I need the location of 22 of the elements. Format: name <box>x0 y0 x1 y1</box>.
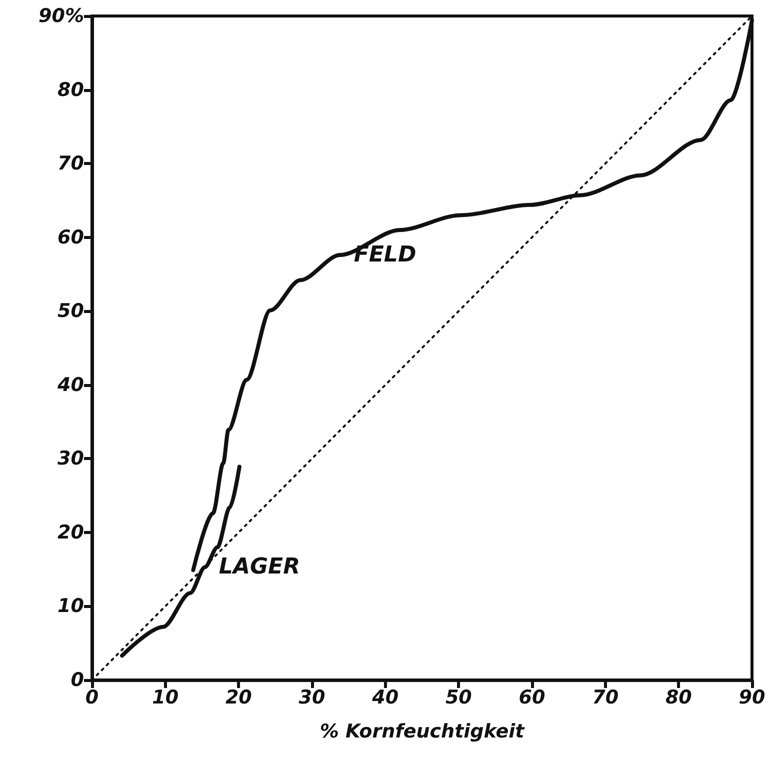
x-tick-label: 40 <box>371 686 399 708</box>
x-tick-label: 0 <box>85 686 99 708</box>
y-tick-label: 70 <box>58 152 84 175</box>
y-tick-label: 10 <box>58 595 84 618</box>
x-axis-title: % Kornfeuchtigkeit <box>320 720 526 742</box>
y-tick-label: 50 <box>58 300 84 322</box>
x-tick-label: 50 <box>445 686 472 708</box>
x-tick-label: 70 <box>592 686 619 708</box>
x-tick-label: 60 <box>518 686 546 708</box>
y-tick-label: 60 <box>58 226 84 248</box>
x-tick-label: 80 <box>665 686 692 708</box>
x-tick-label: 30 <box>298 686 326 708</box>
y-tick-label: 20 <box>58 521 84 544</box>
y-tick-label: 90% <box>38 5 84 27</box>
y-tick-label: 40 <box>56 374 84 396</box>
y-tick-label: 80 <box>58 78 84 101</box>
x-tick-label: 90 <box>738 686 766 708</box>
x-tick-label: 20 <box>225 686 252 708</box>
series-label: LAGER <box>218 554 300 580</box>
y-tick-label: 0 <box>70 669 84 691</box>
x-tick-label: 10 <box>152 686 179 708</box>
y-tick-label: 30 <box>58 448 84 470</box>
